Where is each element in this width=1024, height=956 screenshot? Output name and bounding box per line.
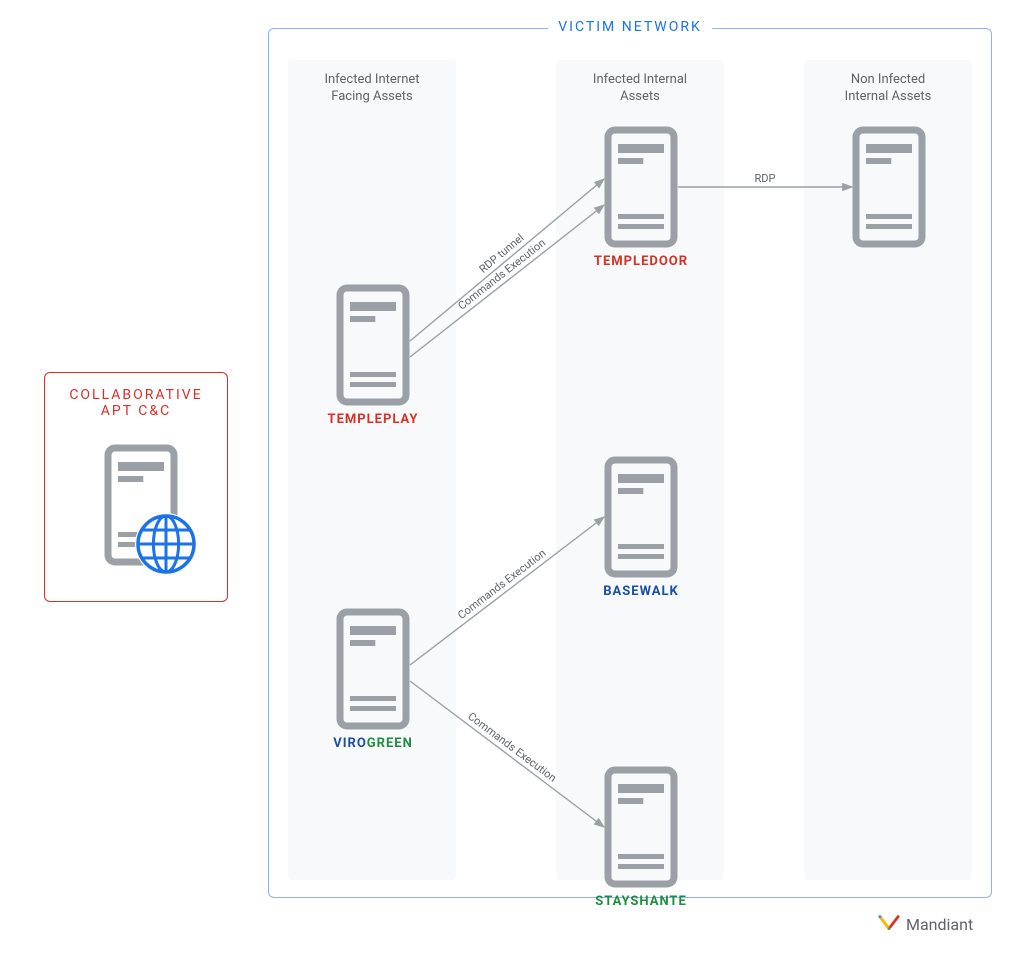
column-header-line: Internal Assets [845,89,932,104]
cc-title: COLLABORATIVE APT C&C [45,387,227,419]
column-infected-internal: Infected Internal Assets [556,60,724,880]
column-header-line: Infected Internal [593,72,687,87]
collaborative-cc-box: COLLABORATIVE APT C&C [44,372,228,602]
column-header: Infected Internal Assets [556,72,724,106]
node-label-templeplay: TEMPLEPLAY [328,412,419,427]
mandiant-text: Mandiant [906,915,973,934]
diagram-stage: VICTIM NETWORK Infected Internet Facing … [0,0,1024,956]
node-label-stayshante: STAYSHANTE [595,894,687,909]
column-header-line: Assets [620,89,660,104]
column-header-line: Non Infected [851,72,925,87]
mandiant-icon [878,914,900,934]
cc-title-line: COLLABORATIVE [45,387,227,403]
column-infected-facing: Infected Internet Facing Assets [288,60,456,880]
node-label-templedoor: TEMPLEDOOR [594,254,688,269]
column-header: Infected Internet Facing Assets [288,72,456,106]
column-header-line: Facing Assets [331,89,412,104]
node-label-virogreen: VIROGREEN [333,736,413,751]
cc-title-line: APT C&C [45,403,227,419]
node-label-basewalk: BASEWALK [603,584,678,599]
column-header-line: Infected Internet [324,72,419,87]
column-noninfected: Non Infected Internal Assets [804,60,972,880]
mandiant-logo: Mandiant [878,914,973,934]
victim-network-title: VICTIM NETWORK [548,19,712,35]
column-header: Non Infected Internal Assets [804,72,972,106]
